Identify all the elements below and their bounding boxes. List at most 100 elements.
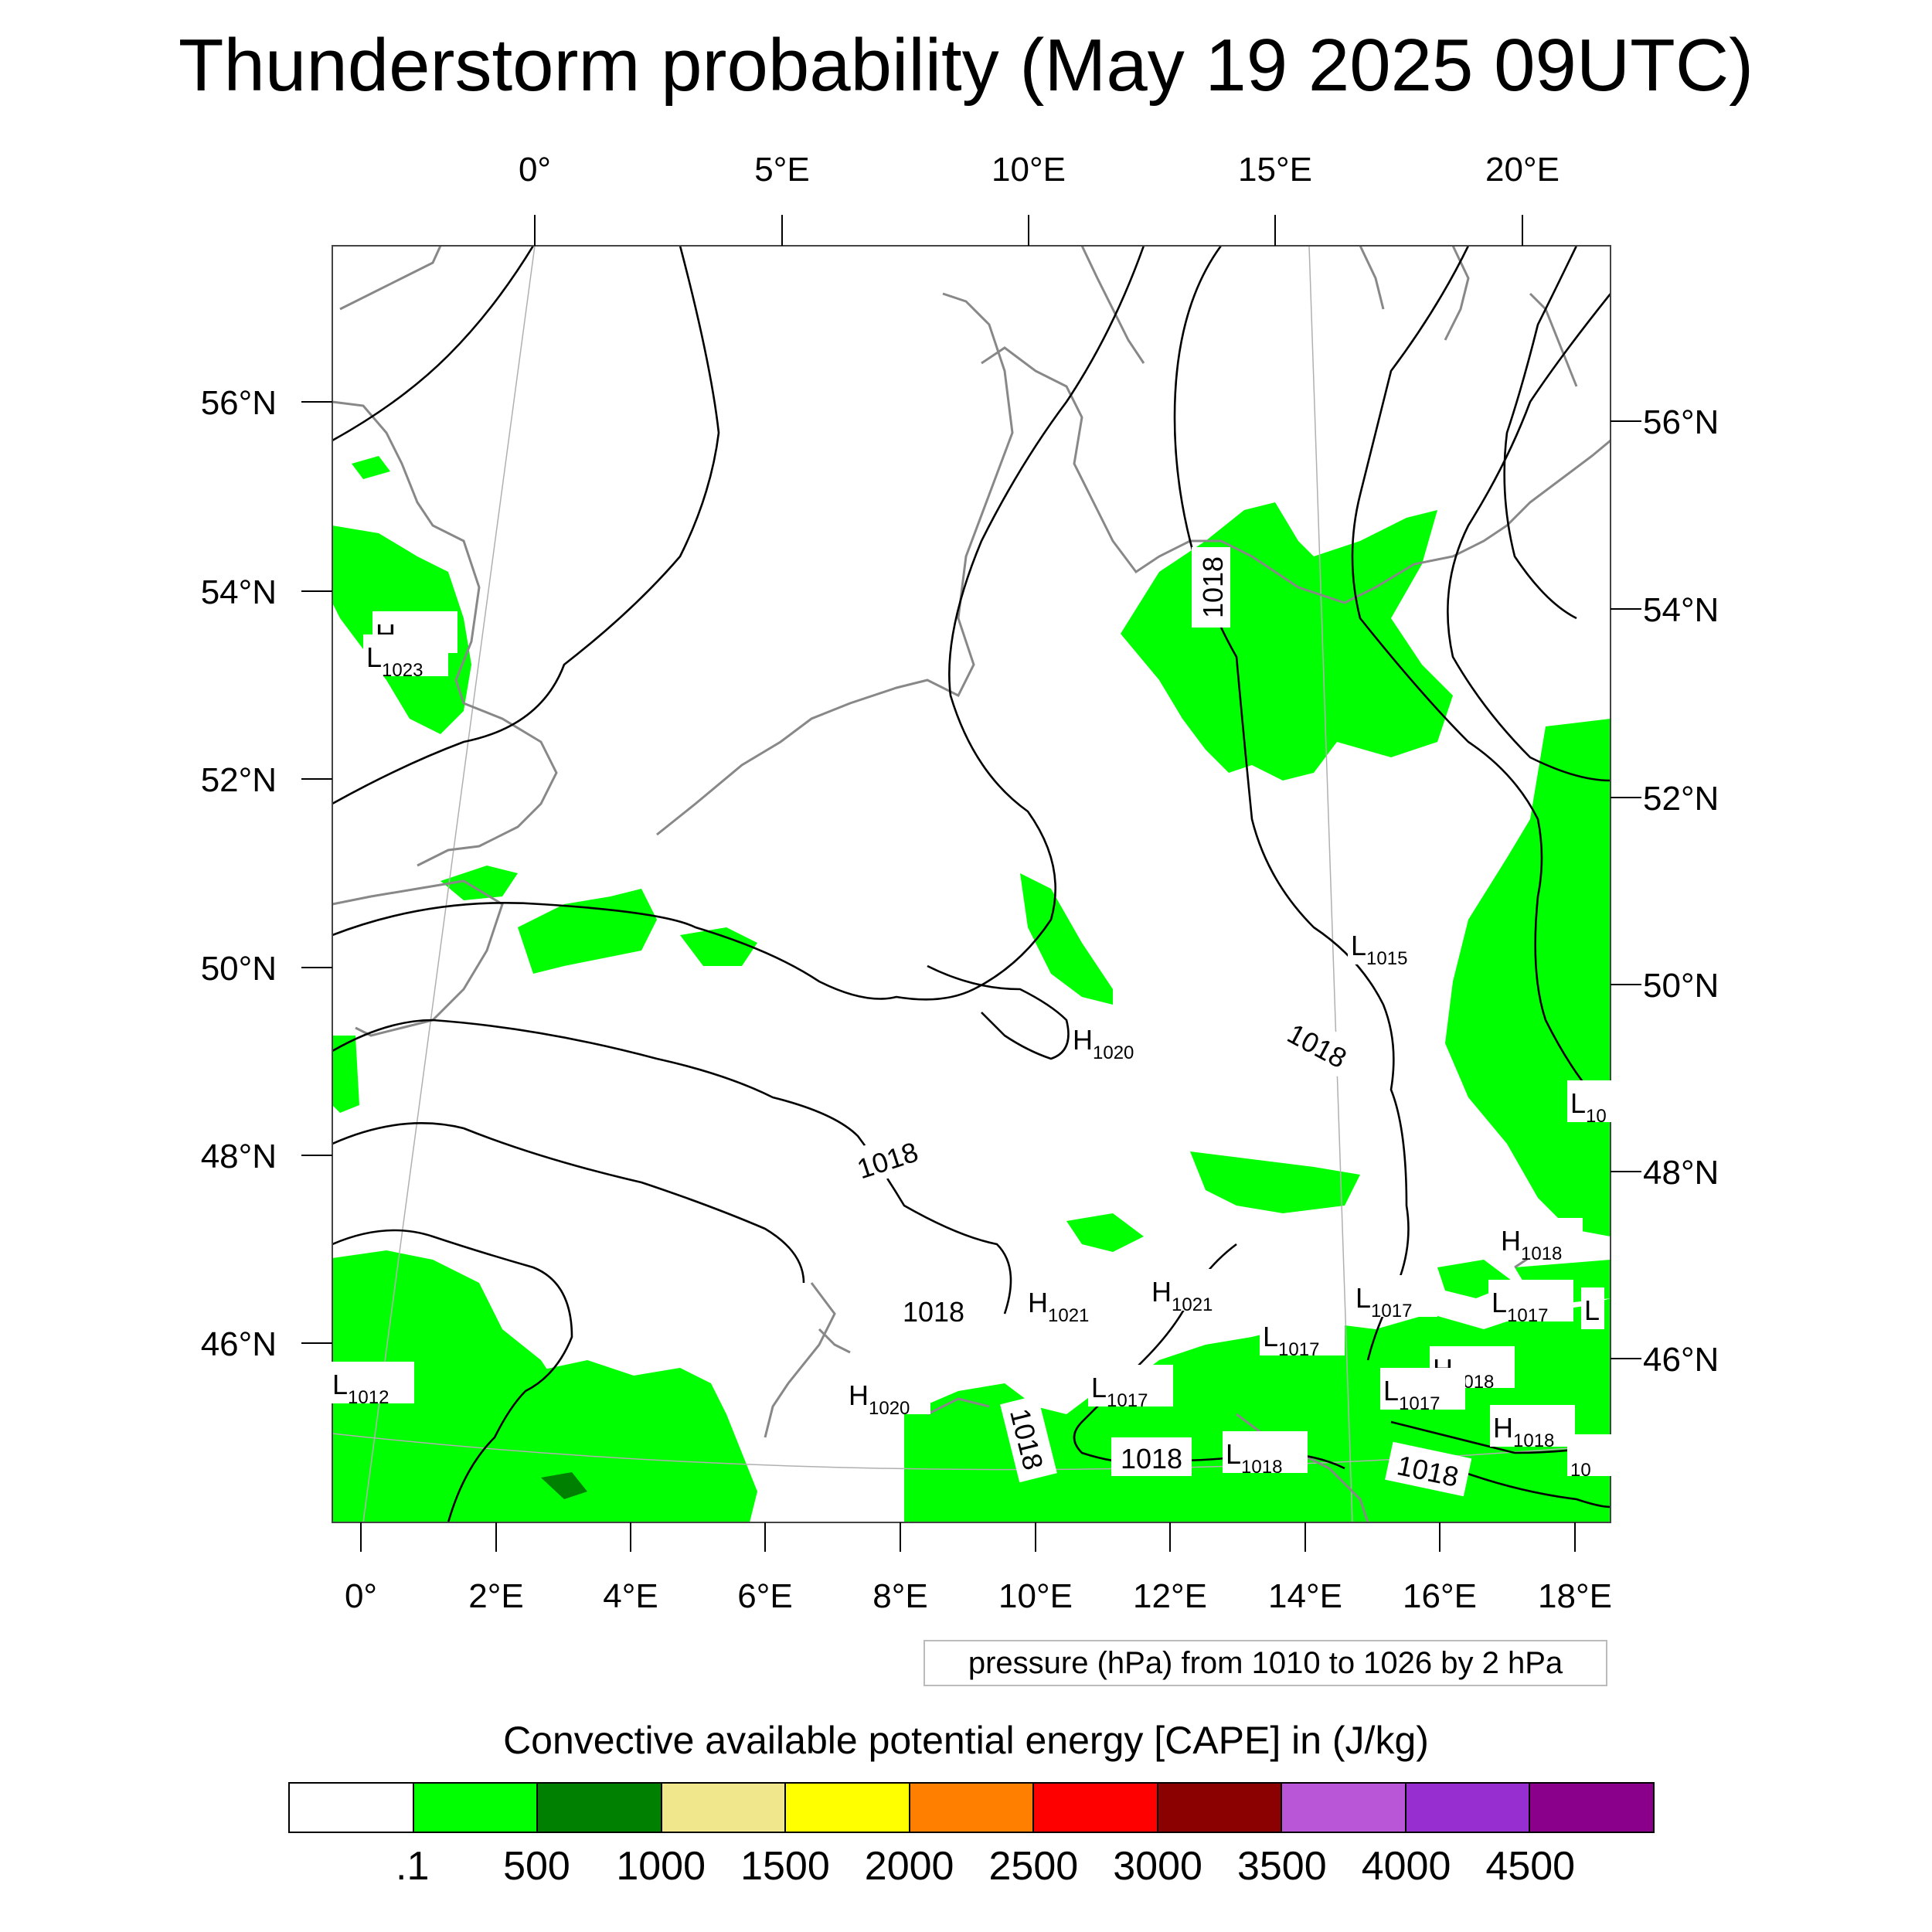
pressure-center-label: H1021 xyxy=(1028,1287,1089,1326)
bottom-lon-label: 12°E xyxy=(1133,1577,1207,1615)
pressure-center-label: L1017 xyxy=(1091,1372,1148,1411)
low-pressure-center: 10 xyxy=(1567,1434,1621,1481)
colorbar-label: 1500 xyxy=(740,1844,830,1889)
colorbar-box xyxy=(1158,1784,1283,1832)
isobar-label-text: 1018 xyxy=(1121,1443,1182,1475)
pressure-center-value: 1020 xyxy=(869,1398,910,1419)
pressure-center-bg xyxy=(1260,1314,1345,1355)
pressure-center-value: 1018 xyxy=(1513,1430,1554,1451)
pressure-center-letter: H xyxy=(1493,1412,1513,1444)
pressure-center-letter: H xyxy=(849,1379,869,1411)
low-pressure-center: L1017 xyxy=(1260,1314,1345,1360)
left-lat-label: 56°N xyxy=(201,384,277,422)
colorbar-label: 3000 xyxy=(1113,1844,1202,1889)
cape-area-scotland xyxy=(352,456,390,479)
pressure-center-letter: L xyxy=(332,1369,348,1400)
pressure-center-value: 1021 xyxy=(1048,1305,1089,1326)
isobar-label-text: 1018 xyxy=(1197,556,1229,618)
colorbar-title: Convective available potential energy [C… xyxy=(503,1719,1429,1762)
pressure-center-letter: L xyxy=(1091,1372,1107,1403)
top-lon-label: 0° xyxy=(519,151,551,189)
colorbar-box xyxy=(1406,1784,1531,1832)
pressure-center-label: 10 xyxy=(1570,1460,1591,1481)
low-pressure-center: L1017 xyxy=(1352,1275,1437,1321)
right-lat-label: 50°N xyxy=(1643,967,1719,1005)
pressure-center-bg xyxy=(1348,923,1433,964)
cape-area-germany-south xyxy=(1190,1151,1360,1213)
pressure-center-label: H1021 xyxy=(1151,1276,1213,1315)
cape-area-channel xyxy=(440,866,518,900)
pressure-center-bg xyxy=(363,634,448,676)
colorbar-label: 2500 xyxy=(988,1844,1079,1889)
pressure-center-letter: H xyxy=(1501,1225,1521,1257)
high-pressure-center: H1020 xyxy=(845,1372,930,1419)
colorbar-box xyxy=(1034,1784,1158,1832)
high-pressure-center: H1018 xyxy=(1498,1218,1583,1264)
pressure-center-bg xyxy=(1567,1080,1621,1122)
pressure-center-bg xyxy=(1352,1275,1437,1317)
right-lat-label: 56°N xyxy=(1643,403,1719,441)
left-lat-label: 50°N xyxy=(201,950,277,988)
pressure-center-letter: L xyxy=(1263,1321,1278,1352)
pressure-center-bg xyxy=(1223,1431,1308,1473)
colorbar-box xyxy=(786,1784,910,1832)
right-lat-label: 46°N xyxy=(1643,1341,1719,1379)
pressure-center-bg xyxy=(1148,1269,1233,1311)
pressure-center-label: H1018 xyxy=(1493,1412,1554,1451)
cape-area-france-east xyxy=(332,1036,359,1113)
colorbar-label: 4500 xyxy=(1485,1844,1576,1889)
pressure-center-bg xyxy=(329,1362,414,1403)
pressure-center-bg xyxy=(1581,1287,1604,1329)
low-pressure-center: L1012 xyxy=(329,1362,414,1408)
low-pressure-center: L1017 xyxy=(1488,1280,1573,1326)
right-lat-label: 52°N xyxy=(1643,780,1719,818)
pressure-center-bg xyxy=(1498,1218,1583,1260)
low-pressure-center: L1017 xyxy=(1088,1365,1173,1411)
pressure-center-value: 1021 xyxy=(1172,1294,1213,1315)
axis-labels: 0° 5°E 10°E 15°E 20°E 0° 2°E 4°E 6°E 8°E 10°E 12°E 1… xyxy=(201,151,1719,1615)
colorbar-label: 4000 xyxy=(1361,1844,1451,1889)
bottom-lon-label: 8°E xyxy=(872,1577,927,1615)
bottom-lon-label: 2°E xyxy=(468,1577,523,1615)
pressure-center-value: 10 xyxy=(1570,1460,1591,1481)
cape-area-south xyxy=(533,1360,757,1522)
bottom-lon-label: 16°E xyxy=(1403,1577,1477,1615)
isobar-label-bg xyxy=(1192,547,1230,628)
pressure-center-value: 1017 xyxy=(1278,1339,1319,1360)
pressure-center-bg xyxy=(1567,1434,1621,1476)
isobar-label: 1018 xyxy=(1192,547,1230,628)
cape-area-alps-north xyxy=(1066,1213,1144,1252)
pressure-center-letter: L xyxy=(1570,1087,1586,1119)
right-lat-label: 48°N xyxy=(1643,1154,1719,1192)
bottom-lon-label: 0° xyxy=(345,1577,377,1615)
pressure-center-label: H1020 xyxy=(849,1379,910,1419)
isobar-label-bg xyxy=(893,1291,974,1329)
pressure-center-value: 1017 xyxy=(1399,1393,1440,1414)
cape-area-czech xyxy=(1020,873,1113,1005)
isobar-label-bg xyxy=(1000,1395,1057,1483)
coastlines xyxy=(332,246,1611,1522)
isobar-label-bg xyxy=(842,1128,931,1189)
pressure-center-letter: H xyxy=(1073,1024,1093,1056)
high-pressure-center: H1020 xyxy=(1070,1017,1155,1063)
low-pressure-center: L xyxy=(1581,1287,1604,1329)
pressure-center-value: 1017 xyxy=(1507,1305,1548,1326)
pressure-center-letter: L xyxy=(1351,930,1366,961)
bottom-lon-label: 6°E xyxy=(737,1577,792,1615)
low-pressure-center: L10 xyxy=(1567,1080,1621,1127)
bottom-lon-label: 10°E xyxy=(998,1577,1073,1615)
isobar-label-bg xyxy=(1111,1437,1192,1476)
colorbar-label: .1 xyxy=(396,1844,430,1889)
chart-title: Thunderstorm probability (May 19 2025 09… xyxy=(178,24,1754,107)
low-pressure-center: L1015 xyxy=(1348,923,1433,969)
pressure-center-label: H1020 xyxy=(1073,1024,1134,1063)
low-pressure-center: L1023 xyxy=(363,634,448,681)
cape-area-france-north-2 xyxy=(680,927,757,966)
pressure-center-bg xyxy=(1380,1368,1465,1410)
pressure-center-letter: H xyxy=(1028,1287,1048,1318)
isobar-label: 1018 xyxy=(1111,1437,1192,1476)
pressure-note: pressure (hPa) from 1010 to 1026 by 2 hP… xyxy=(923,1640,1607,1686)
right-lat-label: 54°N xyxy=(1643,591,1719,629)
pressure-center-label: H1018 xyxy=(1501,1225,1562,1264)
ticks xyxy=(301,215,1641,1552)
